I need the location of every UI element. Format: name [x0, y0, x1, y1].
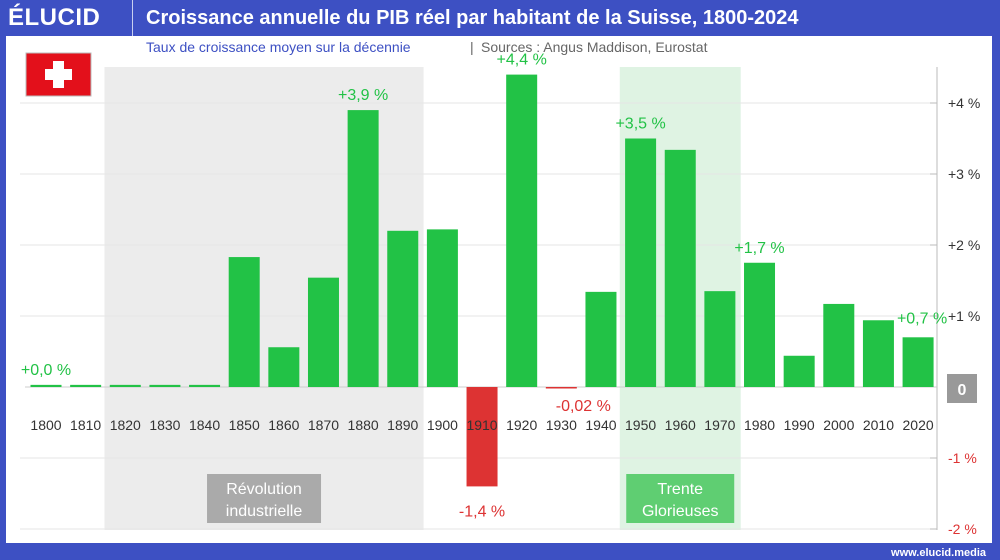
data-label: +3,9 % [338, 87, 388, 104]
period-label-box [626, 474, 735, 523]
x-tick-label: 1970 [704, 417, 735, 433]
data-label: +3,5 % [615, 116, 665, 133]
bar [466, 387, 498, 487]
x-tick-label: 1920 [506, 417, 537, 433]
bar [902, 337, 934, 387]
x-tick-label: 1890 [387, 417, 418, 433]
bar [109, 384, 141, 387]
bar [704, 291, 736, 387]
x-tick-label: 1950 [625, 417, 656, 433]
x-tick-label: 1980 [744, 417, 775, 433]
chart-subtitle: Taux de croissance moyen sur la décennie [146, 39, 411, 55]
bar [347, 110, 379, 387]
x-tick-label: 1990 [784, 417, 815, 433]
bar [545, 387, 577, 389]
footer-url[interactable]: www.elucid.media [891, 547, 986, 559]
bar [149, 384, 181, 387]
x-tick-label: 1820 [110, 417, 141, 433]
x-tick-label: 1930 [546, 417, 577, 433]
bar [625, 138, 657, 387]
y-tick-label: +1 % [948, 308, 980, 324]
x-tick-label: 2020 [903, 417, 934, 433]
data-label: -1,4 % [459, 503, 505, 520]
data-label: -0,02 % [556, 398, 611, 415]
chart-sources: Sources : Angus Maddison, Eurostat [481, 39, 708, 55]
bar [783, 355, 815, 387]
data-label: +4,4 % [497, 52, 547, 69]
period-label: industrielle [226, 503, 303, 520]
x-tick-label: 1830 [149, 417, 180, 433]
x-tick-label: 2000 [823, 417, 854, 433]
bar [268, 347, 300, 387]
x-tick-label: 1800 [30, 417, 61, 433]
y-tick-label: +4 % [948, 95, 980, 111]
bar [426, 229, 458, 387]
y-tick-label: 0 [958, 382, 967, 399]
bar [30, 384, 62, 387]
x-tick-label: 1870 [308, 417, 339, 433]
x-tick-label: 1910 [466, 417, 497, 433]
data-label: +0,0 % [21, 362, 71, 379]
bar [307, 277, 339, 387]
period-label: Glorieuses [642, 503, 718, 520]
bar [70, 384, 102, 387]
x-tick-label: 1860 [268, 417, 299, 433]
period-label: Trente [657, 481, 703, 498]
swiss-flag-icon [25, 52, 92, 97]
zero-label-box [947, 374, 977, 403]
bar [189, 384, 221, 387]
period-label: Révolution [226, 481, 302, 498]
bar [585, 291, 617, 387]
x-tick-label: 1850 [229, 417, 260, 433]
bar [862, 320, 894, 387]
y-tick-label: +3 % [948, 166, 980, 182]
x-tick-label: 1940 [585, 417, 616, 433]
separator: | [470, 39, 474, 55]
elucid-logo: ÉLUCID [8, 4, 101, 31]
x-tick-label: 2010 [863, 417, 894, 433]
bar [823, 303, 855, 387]
bar [387, 230, 419, 387]
data-label: +0,7 % [897, 310, 947, 327]
bar [228, 257, 260, 387]
y-tick-label: -1 % [948, 450, 977, 466]
x-tick-label: 1810 [70, 417, 101, 433]
header-divider [132, 0, 133, 36]
bar [744, 262, 776, 387]
x-tick-label: 1880 [348, 417, 379, 433]
bar [664, 149, 696, 387]
x-tick-label: 1900 [427, 417, 458, 433]
data-label: +1,7 % [734, 240, 784, 257]
y-tick-label: -2 % [948, 521, 977, 537]
bar [506, 74, 538, 387]
x-tick-label: 1840 [189, 417, 220, 433]
period-label-box [207, 474, 322, 523]
x-tick-label: 1960 [665, 417, 696, 433]
chart-title: Croissance annuelle du PIB réel par habi… [146, 7, 799, 29]
y-tick-label: +2 % [948, 237, 980, 253]
